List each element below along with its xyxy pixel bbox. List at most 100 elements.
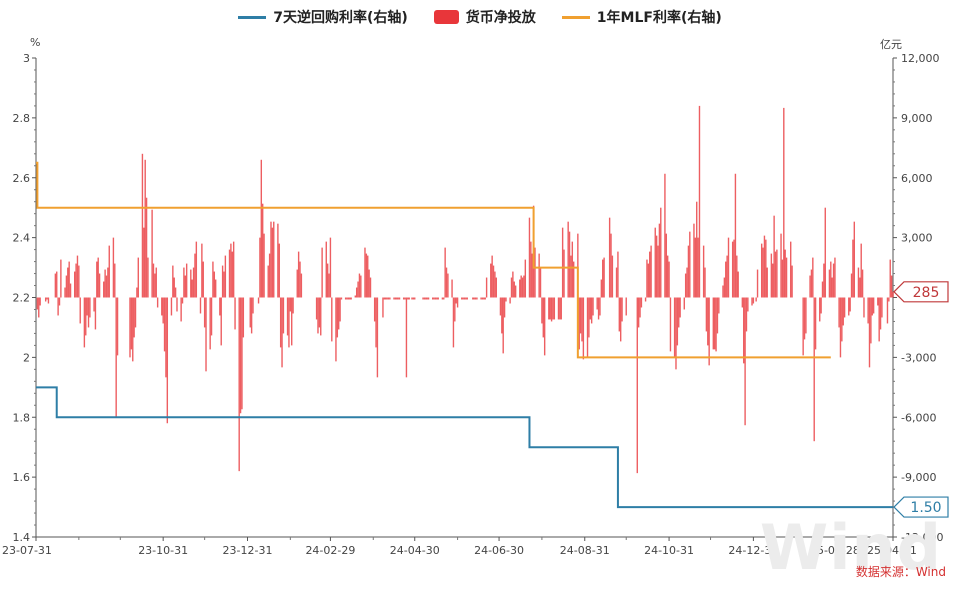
net-injection-bar [664, 173, 666, 298]
net-injection-bar [426, 297, 428, 300]
net-injection-bar [397, 297, 399, 300]
net-injection-bar [741, 297, 744, 308]
net-injection-bar [261, 203, 264, 298]
net-injection-bar [174, 287, 177, 298]
net-injection-bar [599, 297, 601, 316]
net-injection-bar [358, 273, 361, 298]
net-injection-bar [679, 297, 681, 318]
net-injection-bar [530, 241, 532, 298]
right-tick-label: 3,000 [901, 232, 933, 245]
net-injection-bar [698, 105, 701, 298]
net-injection-bar [54, 273, 57, 298]
net-injection-bar [640, 297, 643, 308]
net-injection-bar [824, 207, 826, 298]
net-injection-bar [890, 275, 893, 298]
net-injection-bar [405, 297, 408, 378]
legend-item-mlf[interactable]: 1年MLF利率(右轴) [561, 7, 722, 27]
net-injection-bar [172, 265, 174, 298]
net-injection-bar [365, 253, 368, 298]
net-injection-bar [863, 297, 865, 318]
net-injection-bar [451, 279, 453, 298]
net-injection-bar [141, 153, 144, 298]
net-injection-bar [722, 285, 724, 298]
net-injection-bar [877, 297, 879, 306]
net-injection-bar [731, 241, 734, 298]
net-injection-bar [263, 233, 265, 298]
net-injection-bar [716, 297, 719, 334]
net-injection-bar [879, 297, 882, 330]
net-injection-bar [802, 297, 804, 356]
net-injection-bar [257, 297, 260, 304]
net-injection-bar [502, 297, 504, 354]
net-injection-bar [838, 297, 840, 328]
net-injection-bar [87, 297, 90, 328]
net-injection-bar [98, 273, 101, 298]
net-injection-bar [250, 297, 253, 334]
net-injection-bar [432, 297, 434, 300]
net-injection-bar [326, 263, 329, 298]
net-injection-bar [270, 221, 272, 298]
net-injection-bar [89, 297, 91, 318]
net-injection-bar [105, 275, 108, 298]
repo-rate-line [36, 386, 893, 509]
net-callout-box [893, 281, 949, 303]
net-injection-bar [357, 281, 359, 298]
net-injection-bar [452, 297, 455, 348]
net-injection-bar [329, 237, 332, 298]
net-injection-bar [839, 297, 842, 358]
left-tick-label: 3 [23, 52, 30, 65]
net-injection-bar [408, 297, 410, 300]
net-injection-bar [819, 297, 821, 322]
net-injection-bar [93, 297, 95, 312]
net-injection-bar [733, 239, 735, 298]
net-injection-bar [776, 249, 778, 298]
net-injection-bar [114, 263, 116, 298]
net-injection-bar [568, 231, 571, 298]
net-injection-bar [646, 259, 648, 298]
net-injection-bar [116, 297, 119, 356]
net-injection-bar [567, 221, 569, 298]
net-injection-bar [560, 297, 562, 320]
net-injection-bar [437, 297, 439, 300]
x-tick-label: 23-10-31 [138, 544, 188, 557]
net-injection-bar [234, 297, 236, 330]
net-injection-bar [472, 297, 474, 300]
net-injection-bar [96, 261, 98, 298]
net-injection-bar [871, 297, 873, 316]
net-injection-bar [230, 243, 232, 298]
net-injection-bar [192, 267, 195, 298]
net-injection-bar [241, 297, 243, 410]
net-injection-bar [445, 267, 448, 298]
legend-item-repo[interactable]: 7天逆回购利率(右轴) [238, 7, 408, 27]
net-injection-bar [830, 261, 832, 298]
net-injection-bar [708, 297, 710, 366]
net-injection-bar [872, 297, 875, 314]
net-injection-bar [155, 267, 157, 298]
net-injection-bar [718, 297, 720, 314]
net-injection-bar [455, 297, 457, 304]
net-injection-bar [696, 201, 698, 298]
net-injection-bar [267, 265, 269, 298]
net-injection-bar [184, 275, 186, 298]
net-injection-bar [534, 247, 536, 298]
net-injection-bar [133, 297, 135, 338]
net-injection-bar [589, 297, 591, 320]
net-injection-bar [278, 243, 280, 298]
net-injection-bar [213, 271, 216, 298]
net-injection-bar [499, 297, 502, 316]
net-injection-bar [812, 257, 814, 298]
net-injection-bar [857, 267, 860, 298]
net-injection-bar [495, 277, 497, 298]
net-injection-bar [619, 297, 622, 342]
legend-item-net[interactable]: 货币净投放 [433, 7, 536, 27]
net-injection-bar [528, 217, 531, 298]
legend-label-net: 货币净投放 [465, 10, 536, 26]
net-injection-bar [531, 253, 533, 298]
net-injection-bar [563, 249, 565, 298]
net-injection-bar [463, 297, 466, 300]
net-injection-bar [675, 297, 677, 370]
net-injection-bar [223, 271, 225, 298]
net-injection-bar [637, 297, 640, 328]
net-injection-bar [490, 263, 492, 298]
net-injection-bar [657, 245, 659, 298]
